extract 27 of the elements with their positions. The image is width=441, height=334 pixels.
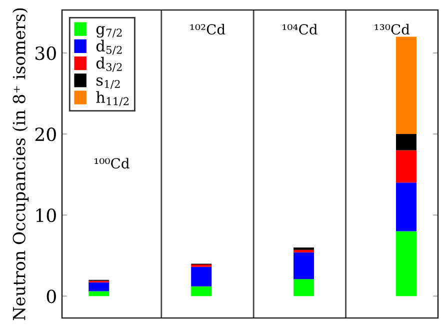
y-tick-label: 10 (36, 208, 56, 222)
bar (396, 231, 416, 296)
bar (396, 36, 416, 134)
x-tick-label: ¹⁰⁰Cd (94, 158, 130, 169)
bar (294, 247, 314, 250)
legend-label: d$_{3/2}$ (96, 56, 122, 72)
x-tick-label: ¹³⁰Cd (374, 24, 410, 35)
bar (191, 266, 212, 286)
y-tick-label: 30 (36, 46, 56, 60)
y-axis-title: Neutron Occupancies (in 8⁺ isomers) (12, 8, 29, 320)
bar (294, 252, 314, 280)
bar (396, 150, 416, 183)
bar (88, 282, 110, 292)
y-tick-label: 0 (46, 290, 56, 304)
legend-label: h$_{11/2}$ (96, 91, 129, 106)
x-tick-label: ¹⁰²Cd (190, 24, 226, 35)
legend-label: g$_{7/2}$ (96, 26, 122, 38)
bar (396, 182, 416, 232)
legend-label: s$_{1/2}$ (96, 77, 120, 89)
x-tick-label: ¹⁰⁴Cd (282, 24, 318, 35)
y-tick-label: 20 (35, 127, 56, 142)
bar (88, 291, 110, 296)
legend-label: d$_{5/2}$ (96, 40, 122, 55)
bar (294, 279, 314, 296)
bar (191, 286, 212, 296)
bar (294, 250, 314, 252)
bar (396, 134, 416, 150)
